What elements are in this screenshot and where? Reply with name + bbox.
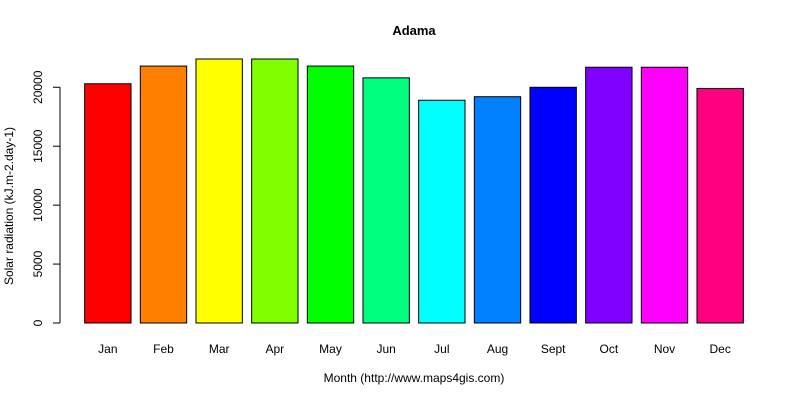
x-tick-label: May — [319, 342, 342, 356]
bar-dec — [696, 87, 744, 324]
y-axis: 0 5000 10000 15000 20000 — [31, 70, 61, 326]
y-tick-label: 5000 — [31, 250, 45, 277]
x-tick-label: Feb — [153, 342, 174, 356]
y-tick-label: 0 — [31, 319, 45, 326]
bar-jun — [362, 77, 410, 324]
x-tick-label: Sept — [541, 342, 566, 356]
bar-jan — [84, 83, 132, 324]
x-tick-label: Nov — [654, 342, 675, 356]
x-tick-label: Jun — [376, 342, 395, 356]
bar-may — [306, 65, 355, 324]
x-axis-title: Month (http://www.maps4gis.com) — [324, 371, 505, 385]
y-tick-label: 10000 — [31, 188, 45, 222]
bar-sept — [529, 86, 577, 324]
x-category-labels: Jan Feb Mar Apr May Jun Jul Aug Sept Oct Nov Dec — [98, 342, 731, 356]
y-tick-label: 20000 — [31, 70, 45, 104]
bar-apr — [251, 58, 299, 324]
y-axis-title: Solar radiation (kJ.m-2.day-1) — [2, 127, 16, 285]
x-tick-label: Oct — [599, 342, 618, 356]
x-tick-label: Jan — [98, 342, 117, 356]
x-tick-label: Jul — [434, 342, 449, 356]
x-tick-label: Aug — [487, 342, 508, 356]
bar-feb — [139, 65, 188, 324]
y-tick-label: 15000 — [31, 129, 45, 163]
chart-title: Adama — [392, 23, 436, 38]
bar-nov — [640, 66, 689, 324]
x-tick-label: Mar — [209, 342, 230, 356]
x-tick-label: Dec — [709, 342, 730, 356]
bar-mar — [195, 58, 243, 324]
bar-aug — [473, 96, 522, 324]
bar-jul — [418, 99, 466, 324]
x-tick-label: Apr — [265, 342, 284, 356]
bar-oct — [585, 66, 633, 324]
bars-group — [84, 58, 744, 324]
